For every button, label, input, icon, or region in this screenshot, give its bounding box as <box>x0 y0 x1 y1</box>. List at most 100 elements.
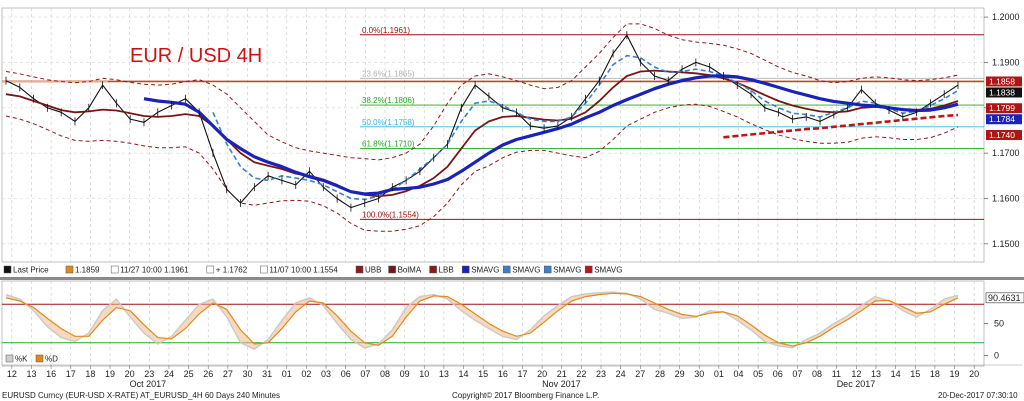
price-series <box>5 23 959 232</box>
date-axis-label: 31 <box>262 369 272 379</box>
legend-swatch <box>355 265 364 274</box>
legend-label: BolMA <box>398 266 422 275</box>
legend-strip <box>0 263 1024 277</box>
month-axis-label: Oct 2017 <box>130 379 167 389</box>
date-axis-label: 10 <box>419 369 429 379</box>
legend-swatch <box>388 265 396 274</box>
date-axis-label: 06 <box>341 369 351 379</box>
bollinger-ma-line <box>5 69 959 198</box>
date-axis-label: 07 <box>360 369 370 379</box>
date-axis-label: 25 <box>184 369 194 379</box>
date-axis-label: 13 <box>439 369 449 379</box>
price-tag <box>986 114 1022 125</box>
date-axis-label: 06 <box>773 369 783 379</box>
date-axis-label: 20 <box>537 369 547 379</box>
oscillator-value-tag <box>985 292 1024 304</box>
legend-label: SMAVG <box>553 266 581 275</box>
date-axis-label: 28 <box>655 369 665 379</box>
date-axis-label: 30 <box>694 369 704 379</box>
price-tag-value: 1.1784 <box>989 114 1015 124</box>
date-axis-label: 29 <box>675 369 685 379</box>
date-axis-label: 27 <box>223 369 233 379</box>
date-axis-label: 30 <box>243 369 253 379</box>
legend-swatch <box>3 265 12 274</box>
legend-label: SMAVG <box>471 266 499 275</box>
price-tag <box>986 76 1022 87</box>
date-axis-label: 04 <box>734 369 744 379</box>
date-axis-label: 12 <box>7 369 17 379</box>
date-axis-label: 18 <box>930 369 940 379</box>
legend-label: UBB <box>365 266 381 275</box>
date-axis-label: 17 <box>517 369 527 379</box>
legend-swatch <box>502 265 511 274</box>
date-axis-label: 23 <box>596 369 606 379</box>
price-axis-label: 1.2000 <box>992 12 1020 22</box>
legend-swatch <box>65 265 74 274</box>
date-axis-label: 01 <box>714 369 724 379</box>
lower-bollinger-band <box>5 103 959 232</box>
footer-copyright: Copyright© 2017 Bloomberg Finance L.P. <box>452 391 599 400</box>
price-axis-label: 1.1600 <box>992 194 1020 204</box>
fibonacci-label: 0.0%(1.1961) <box>362 26 410 35</box>
main-plot-border <box>1 7 985 263</box>
date-axis-label: 15 <box>910 369 920 379</box>
date-axis-label: 22 <box>576 369 586 379</box>
legend-label: + 1.1762 <box>216 266 248 275</box>
price-legend: Last Price 1.1859 11/27 10:00 1.1961 + 1.17… <box>3 265 623 275</box>
date-axis-label: 20 <box>125 369 135 379</box>
price-tag <box>986 87 1022 98</box>
date-axis-label: 17 <box>66 369 76 379</box>
fibonacci-label: 38.2%(1.1806) <box>362 96 415 105</box>
legend-swatch <box>543 265 552 274</box>
month-axis-label: Nov 2017 <box>542 379 581 389</box>
date-axis-label: 13 <box>871 369 881 379</box>
oscillator-legend-swatch <box>35 354 44 363</box>
oscillator-axis-label: 50 <box>994 319 1004 329</box>
last-price-line <box>5 34 959 209</box>
legend-swatch <box>206 265 215 274</box>
legend-label: SMAVG <box>594 266 622 275</box>
date-axis-label: 03 <box>321 369 331 379</box>
price-tag-value: 1.1838 <box>989 87 1015 97</box>
price-tag <box>986 130 1022 140</box>
footer-security: EURUSD Curncy (EUR-USD X-RATE) AT_EURUSD… <box>2 391 280 400</box>
date-axis-label: 05 <box>753 369 763 379</box>
date-axis-label: 14 <box>891 369 901 379</box>
fibonacci-label: 100.0%(1.1554) <box>362 210 419 219</box>
date-axis-label: 26 <box>203 369 213 379</box>
oscillator-current-value: 90.4631 <box>988 293 1021 303</box>
fibonacci-levels: 0.0%(1.1961) 23.6%(1.1865) 38.2%(1.1806) 50… <box>2 26 984 220</box>
legend-swatch <box>461 265 470 274</box>
date-axis: 12 13 16 17 18 19 20 23 24 25 26 27 30 31 01 02 03 06 07 08… <box>7 365 979 389</box>
date-axis-label: 16 <box>498 369 508 379</box>
date-axis-label: 01 <box>282 369 292 379</box>
price-tag-value: 1.1740 <box>989 130 1015 140</box>
stochastic-d-line <box>5 292 959 347</box>
date-axis-label: 15 <box>478 369 488 379</box>
date-axis-label: 18 <box>85 369 95 379</box>
month-axis-label: Dec 2017 <box>837 379 876 389</box>
stochastic-k-line <box>5 291 959 351</box>
date-axis-label: 09 <box>400 369 410 379</box>
legend-swatch <box>110 265 119 274</box>
oscillator-legend-label: %D <box>45 355 58 364</box>
fibonacci-label: 61.8%(1.1710) <box>362 140 415 149</box>
date-axis-label: 12 <box>851 369 861 379</box>
legend-swatch <box>260 265 268 274</box>
date-axis-label: 21 <box>557 369 567 379</box>
legend-swatch <box>584 265 593 274</box>
legend-label: 1.1859 <box>75 266 100 275</box>
price-tag <box>986 103 1022 114</box>
legend-label: Last Price <box>13 266 49 275</box>
legend-label: SMAVG <box>512 266 540 275</box>
smavg-red-line <box>723 113 959 139</box>
date-axis-label: 08 <box>812 369 822 379</box>
date-axis-label: 27 <box>635 369 645 379</box>
price-tag-value: 1.1858 <box>989 76 1015 86</box>
date-axis-label: 13 <box>26 369 36 379</box>
price-axis-label: 1.1900 <box>992 57 1020 67</box>
panel-divider <box>0 277 1024 280</box>
date-axis-label: 23 <box>144 369 154 379</box>
chart-title: EUR / USD 4H <box>130 45 262 67</box>
